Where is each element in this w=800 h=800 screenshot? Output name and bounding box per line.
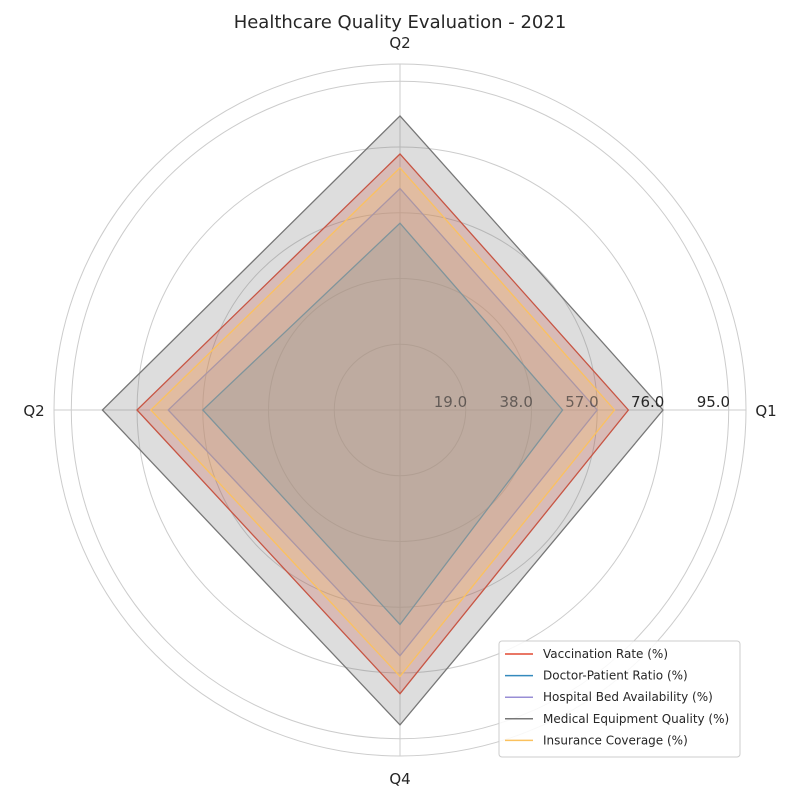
series-polygon-2 (201, 222, 564, 626)
legend-label: Vaccination Rate (%) (543, 647, 668, 661)
legend: Vaccination Rate (%) Doctor-Patient Ratio… (498, 640, 741, 758)
radial-tick-label: 57.0 (565, 393, 598, 411)
legend-label: Hospital Bed Availability (%) (543, 690, 713, 704)
radial-tick-label: 76.0 (631, 393, 664, 411)
series-polygon-1 (136, 153, 630, 695)
radial-tick-label: 19.0 (434, 393, 467, 411)
radial-tick-label: 38.0 (499, 393, 532, 411)
category-label: Q2 (23, 402, 44, 420)
legend-box (498, 640, 741, 758)
series-layer (101, 114, 664, 726)
axis-labels: 19.0 38.0 57.0 76.0 95.0 Q1 Q2 Q2 Q4 (23, 34, 776, 788)
series-polygon-5 (149, 166, 616, 678)
chart-title: Healthcare Quality Evaluation - 2021 (234, 12, 567, 33)
category-label: Q1 (755, 402, 776, 420)
legend-label: Doctor-Patient Ratio (%) (543, 669, 688, 683)
category-label: Q2 (389, 34, 410, 52)
radial-tick-label: 95.0 (697, 393, 730, 411)
series-polygon-3 (167, 187, 599, 657)
category-label: Q4 (389, 770, 410, 788)
legend-label: Medical Equipment Quality (%) (543, 712, 729, 726)
legend-label: Insurance Coverage (%) (543, 733, 688, 747)
series-polygon-4 (101, 114, 664, 726)
